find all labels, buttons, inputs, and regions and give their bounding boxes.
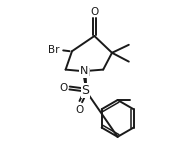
Text: Br: Br [48,45,59,55]
Text: N: N [80,66,88,76]
Text: O: O [59,83,67,93]
Text: S: S [82,84,90,97]
Text: N: N [81,68,90,78]
Text: O: O [75,105,83,115]
Text: O: O [90,7,98,17]
